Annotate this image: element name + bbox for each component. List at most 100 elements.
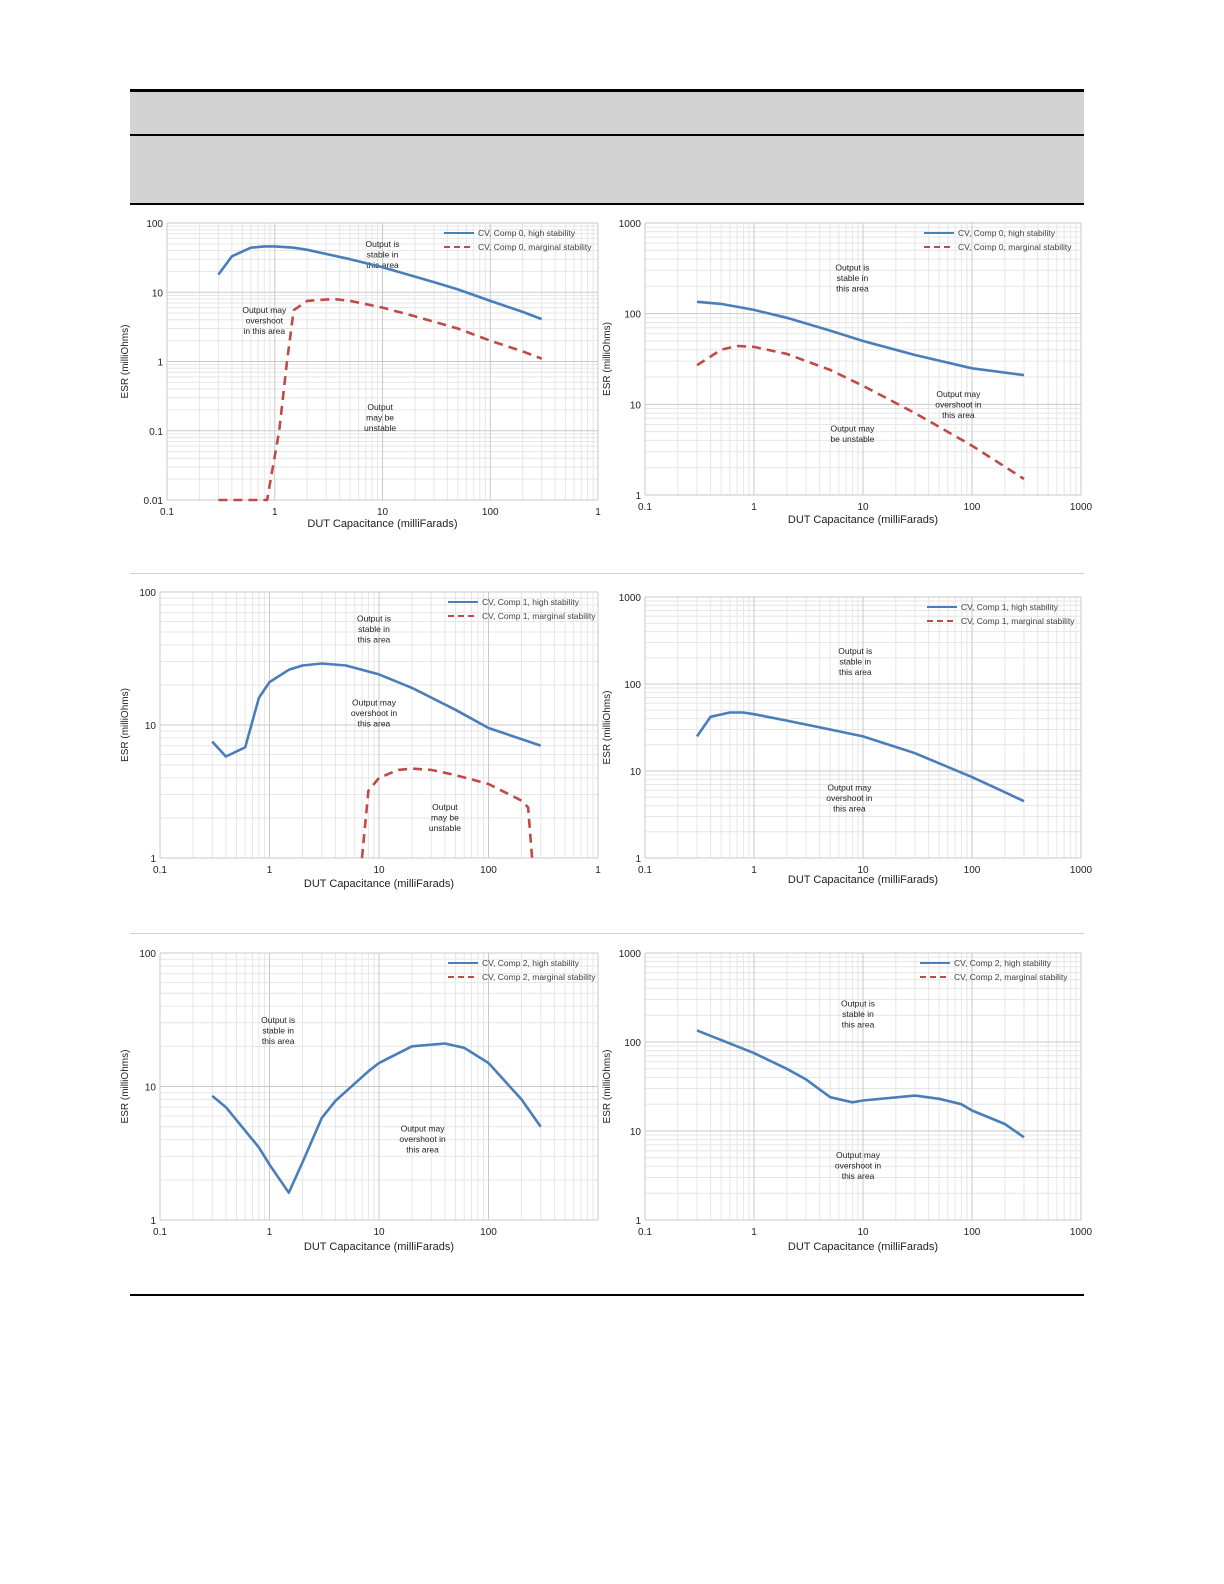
- annotation-line: Output may: [830, 424, 875, 434]
- marginal-stability-line: [696, 344, 1025, 481]
- annotation-line: this area: [358, 635, 391, 645]
- annotation-line: Output may: [401, 1124, 446, 1134]
- annotation-line: this area: [366, 260, 399, 270]
- high-stability-line: [211, 1042, 542, 1194]
- y-tick-label: 1: [157, 358, 163, 369]
- x-tick-label: 10: [377, 507, 389, 518]
- x-tick-label: 1: [751, 502, 757, 513]
- y-tick-label: 100: [146, 219, 163, 230]
- annotation-line: this area: [836, 283, 869, 293]
- x-tick-label: 0.1: [638, 865, 652, 876]
- x-tick-label: 10: [857, 865, 869, 876]
- y-axis-label: ESR (milliOhms): [602, 1050, 613, 1124]
- region-annotation: Output may overshoot in this area: [935, 389, 982, 420]
- annotation-line: Output may: [936, 389, 981, 399]
- x-tick-label: 1: [595, 865, 601, 876]
- y-tick-label: 10: [630, 767, 642, 778]
- x-tick-label: 1: [272, 507, 278, 518]
- x-tick-label: 100: [964, 1227, 981, 1238]
- x-axis-label: DUT Capacitance (milliFarads): [307, 518, 457, 530]
- region-annotation: Output may overshoot in this area: [351, 698, 398, 729]
- x-tick-label: 0.1: [153, 1227, 167, 1238]
- annotation-line: stable in: [837, 273, 869, 283]
- legend-label: CV, Comp 0, high stability: [958, 228, 1056, 238]
- high-stability-line: [217, 245, 543, 321]
- annotation-line: be unstable: [830, 434, 874, 444]
- annotation-line: Output may: [836, 1150, 881, 1160]
- y-axis-label: ESR (milliOhms): [602, 691, 613, 765]
- annotation-line: stable in: [842, 1009, 874, 1019]
- annotation-line: this area: [358, 719, 391, 729]
- annotation-line: this area: [833, 803, 866, 813]
- annotation-line: stable in: [367, 250, 399, 260]
- region-annotation: Output may overshoot in this area: [242, 305, 287, 336]
- x-tick-label: 1000: [1070, 1227, 1093, 1238]
- table-header-rule: [130, 134, 1084, 136]
- y-tick-label: 100: [139, 588, 156, 599]
- annotation-line: this area: [942, 410, 975, 420]
- region-annotation: Output is stable in this area: [365, 239, 399, 270]
- annotation-line: overshoot in: [826, 793, 873, 803]
- annotation-line: this area: [842, 1171, 875, 1181]
- y-axis-label: ESR (milliOhms): [120, 688, 131, 762]
- y-axis-label: ESR (milliOhms): [120, 325, 131, 399]
- region-annotation: Output may overshoot in this area: [826, 782, 873, 813]
- x-tick-label: 0.1: [153, 865, 167, 876]
- annotation-line: overshoot in: [399, 1134, 446, 1144]
- legend-label: CV, Comp 1, high stability: [961, 602, 1059, 612]
- x-tick-label: 1000: [1070, 502, 1093, 513]
- table-subheader-row: [130, 136, 1084, 203]
- legend-label: CV, Comp 0, marginal stability: [478, 242, 592, 252]
- region-annotation: Output may be unstable: [364, 402, 396, 433]
- annotation-line: Output is: [835, 262, 869, 272]
- region-annotation: Output is stable in this area: [261, 1015, 295, 1046]
- x-tick-label: 1: [751, 1227, 757, 1238]
- x-tick-label: 10: [857, 1227, 869, 1238]
- x-tick-label: 0.1: [638, 502, 652, 513]
- high-stability-line: [211, 662, 542, 758]
- annotation-line: overshoot in: [935, 400, 982, 410]
- region-annotation: Output is stable in this area: [841, 999, 875, 1030]
- marginal-stability-line: [360, 767, 534, 859]
- annotation-line: Output is: [841, 999, 875, 1009]
- legend-label: CV, Comp 1, marginal stability: [961, 616, 1075, 626]
- annotation-line: overshoot in: [351, 708, 398, 718]
- annotation-line: stable in: [262, 1025, 294, 1035]
- x-tick-label: 100: [964, 865, 981, 876]
- region-annotation: Output may be unstable: [429, 802, 461, 833]
- x-tick-label: 100: [480, 1227, 497, 1238]
- region-annotation: Output may be unstable: [830, 424, 875, 445]
- y-tick-label: 10: [630, 1127, 642, 1138]
- annotation-line: Output may: [352, 698, 397, 708]
- annotation-line: Output is: [838, 646, 872, 656]
- x-axis-label: DUT Capacitance (milliFarads): [788, 874, 938, 886]
- table-top-rule: [130, 89, 1084, 92]
- high-stability-line: [696, 1029, 1025, 1139]
- x-tick-label: 1: [267, 865, 273, 876]
- x-tick-label: 100: [964, 502, 981, 513]
- annotation-line: stable in: [839, 657, 871, 667]
- annotation-line: Output may: [242, 305, 287, 315]
- annotation-line: stable in: [358, 624, 390, 634]
- row-divider: [130, 573, 1084, 574]
- y-tick-label: 100: [624, 680, 641, 691]
- legend-label: CV, Comp 1, high stability: [482, 597, 580, 607]
- annotation-line: may be: [366, 412, 394, 422]
- annotation-line: Output is: [365, 239, 399, 249]
- x-tick-label: 0.1: [638, 1227, 652, 1238]
- x-tick-label: 0.1: [160, 507, 174, 518]
- y-tick-label: 1000: [619, 593, 642, 604]
- x-tick-label: 1000: [1070, 865, 1093, 876]
- region-annotation: Output is stable in this area: [835, 262, 869, 293]
- y-tick-label: 10: [145, 1083, 157, 1094]
- y-tick-label: 0.01: [144, 496, 164, 507]
- legend-label: CV, Comp 2, marginal stability: [482, 972, 596, 982]
- legend-label: CV, Comp 0, marginal stability: [958, 242, 1072, 252]
- annotation-line: unstable: [364, 423, 396, 433]
- table-bottom-rule: [130, 1294, 1084, 1296]
- region-annotation: Output is stable in this area: [357, 614, 391, 645]
- legend-label: CV, Comp 2, high stability: [954, 958, 1052, 968]
